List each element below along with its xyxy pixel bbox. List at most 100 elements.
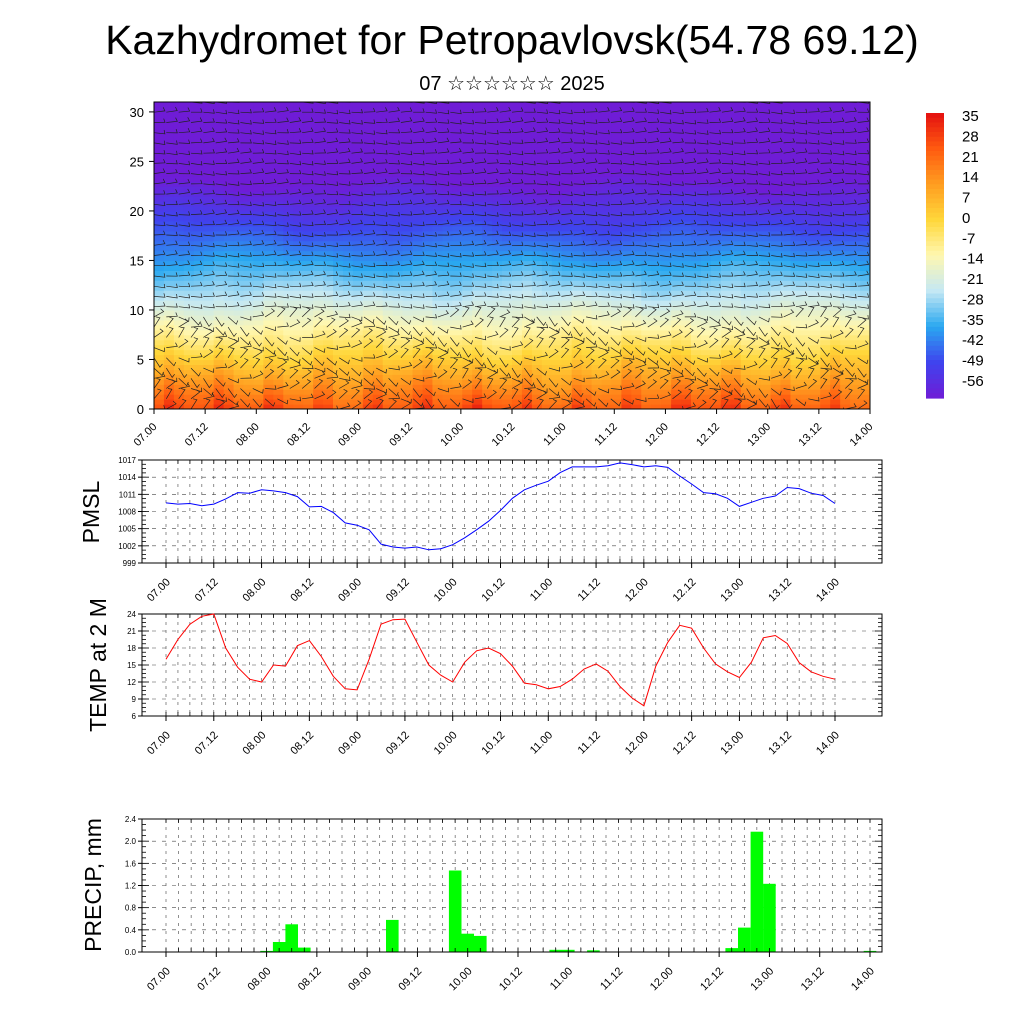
cross-section-cell (591, 196, 603, 202)
cross-section-cell (462, 225, 473, 232)
cross-section-cell (193, 255, 205, 262)
cross-section-cell (233, 136, 245, 143)
cross-section-cell (571, 359, 583, 366)
cross-section-cell (790, 265, 801, 271)
cross-section-cell (651, 369, 662, 375)
cross-section-cell (352, 309, 364, 316)
cross-section-cell (253, 196, 264, 202)
cross-section-cell (611, 225, 622, 232)
cross-section-cell (641, 384, 652, 390)
cross-section-cell (223, 359, 235, 366)
cross-section-cell (551, 161, 563, 167)
cross-section-cell (681, 374, 692, 380)
cross-section-cell (283, 106, 294, 113)
cross-section-cell (601, 121, 613, 128)
cross-section-cell (422, 290, 434, 296)
cross-section-cell (253, 305, 264, 311)
wind-barb (265, 201, 277, 207)
cross-section-cell (641, 196, 652, 202)
cross-section-cell (313, 280, 324, 286)
cross-section-cell (452, 191, 463, 197)
cross-section-cell (820, 156, 831, 163)
cross-section-cell (581, 319, 593, 326)
wind-barb (265, 158, 277, 164)
cross-section-cell (551, 186, 563, 192)
wind-barb (264, 358, 274, 369)
cross-section-cell (273, 151, 284, 158)
cross-section-cell (591, 394, 603, 400)
cross-section-cell (412, 324, 424, 331)
cross-section-cell (691, 394, 702, 400)
cross-section-cell (760, 319, 772, 326)
cross-section-cell (432, 389, 443, 395)
wind-barb (314, 232, 326, 237)
cross-section-cell (512, 102, 523, 108)
wind-barb (166, 326, 174, 338)
cross-section-cell (452, 225, 463, 232)
wind-barb (351, 282, 363, 287)
cross-section-cell (681, 146, 692, 153)
cross-section-cell (333, 255, 344, 262)
cross-section-cell (472, 235, 483, 242)
cross-section-cell (551, 121, 563, 128)
cross-section-cell (671, 344, 682, 351)
cross-section-cell (661, 290, 672, 296)
cross-section-cell (561, 379, 573, 385)
wind-barb (339, 219, 351, 226)
wind-barb (252, 273, 265, 279)
cross-section-cell (770, 106, 782, 113)
cross-section-cell (740, 171, 752, 177)
cross-section-cell (611, 220, 622, 227)
cross-section-cell (273, 260, 284, 266)
cross-section-cell (750, 379, 762, 385)
cross-section-cell (541, 300, 553, 306)
cross-section-cell (780, 309, 792, 316)
cross-section-cell (551, 255, 563, 262)
cross-section-cell (243, 141, 255, 148)
cross-section-cell (840, 102, 851, 108)
cross-section-cell (253, 265, 264, 271)
cross-section-cell (362, 255, 374, 262)
cross-section-cell (512, 379, 523, 385)
cross-section-cell (422, 230, 434, 237)
cross-section-cell (681, 116, 692, 123)
cross-section-cell (591, 334, 603, 341)
cross-section-cell (730, 290, 742, 296)
cross-section-cell (691, 280, 702, 286)
cross-section-cell (850, 205, 861, 212)
cross-section-cell (780, 265, 792, 271)
cross-section-cell (422, 384, 434, 390)
cross-section-cell (163, 176, 175, 182)
cross-section-cell (154, 324, 165, 331)
cross-section-cell (581, 374, 593, 380)
cross-section-cell (154, 210, 165, 217)
cross-section-cell (681, 136, 692, 143)
cross-section-cell (492, 329, 503, 336)
wind-barb (190, 398, 198, 409)
cross-section-cell (700, 379, 712, 385)
cross-section-cell (283, 399, 294, 405)
cross-section-cell (730, 240, 742, 247)
cross-section-cell (531, 250, 543, 257)
cross-section-cell (333, 300, 344, 306)
cross-section-cell (531, 349, 543, 356)
cross-section-cell (621, 141, 632, 148)
cross-section-cell (273, 210, 284, 217)
cross-section-cell (820, 305, 831, 311)
cross-section-cell (472, 280, 483, 286)
cross-section-cell (700, 295, 712, 301)
cross-section-cell (223, 196, 235, 202)
cross-section-cell (462, 399, 473, 405)
cross-section-cell (621, 404, 632, 409)
cross-section-cell (253, 205, 264, 212)
cross-section-cell (860, 374, 870, 380)
cross-section-cell (850, 344, 861, 351)
cross-section-cell (681, 314, 692, 321)
cross-section-cell (581, 399, 593, 405)
cross-section-cell (770, 161, 782, 167)
cross-section-cell (223, 156, 235, 163)
cross-section-cell (611, 171, 622, 177)
cross-section-cell (293, 314, 304, 321)
cross-section-cell (412, 235, 424, 242)
cross-section-cell (253, 245, 264, 252)
